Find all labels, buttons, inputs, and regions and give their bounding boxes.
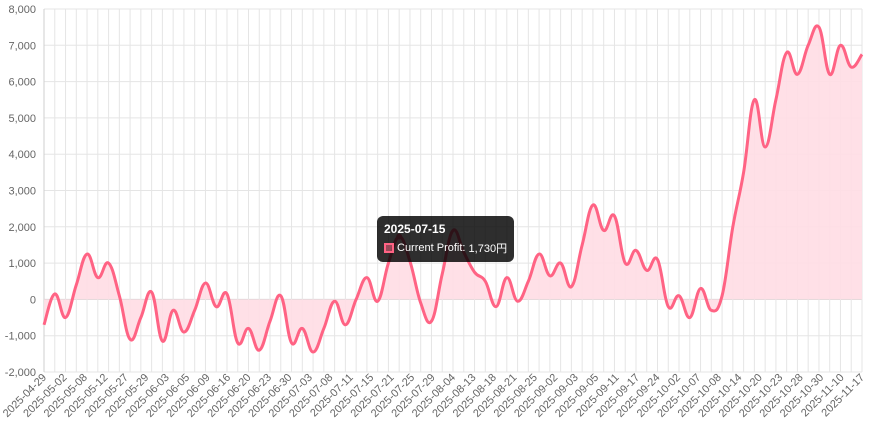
y-tick-label: 4,000 [8, 149, 36, 161]
y-axis-ticks: -2,000 -1,000 0 1,000 2,000 3,000 4,000 5,000 6,… [5, 4, 36, 379]
tooltip-series-name: Current Profit [397, 242, 463, 254]
y-tick-label: 3,000 [8, 186, 36, 198]
y-tick-label: -2,000 [5, 367, 36, 379]
y-tick-label: 2,000 [8, 222, 36, 234]
y-tick-label: 5,000 [8, 113, 36, 125]
y-tick-label: 7,000 [8, 40, 36, 52]
tooltip-color-swatch [384, 243, 394, 253]
profit-area-fill [44, 25, 862, 353]
tooltip-date: 2025-07-15 [384, 222, 446, 236]
y-tick-label: 0 [30, 294, 36, 306]
y-tick-label: 1,000 [8, 258, 36, 270]
x-axis-ticks: 2025-04-292025-05-022025-05-082025-05-12… [1, 372, 867, 420]
tooltip-value: 1,730円 [468, 243, 508, 255]
y-tick-label: -1,000 [5, 331, 36, 343]
tooltip-row: Current Profit: 1,730円 [384, 240, 507, 256]
y-tick-label: 6,000 [8, 77, 36, 89]
chart-tooltip: 2025-07-15 Current Profit: 1,730円 [377, 216, 515, 262]
y-tick-label: 8,000 [8, 4, 36, 16]
